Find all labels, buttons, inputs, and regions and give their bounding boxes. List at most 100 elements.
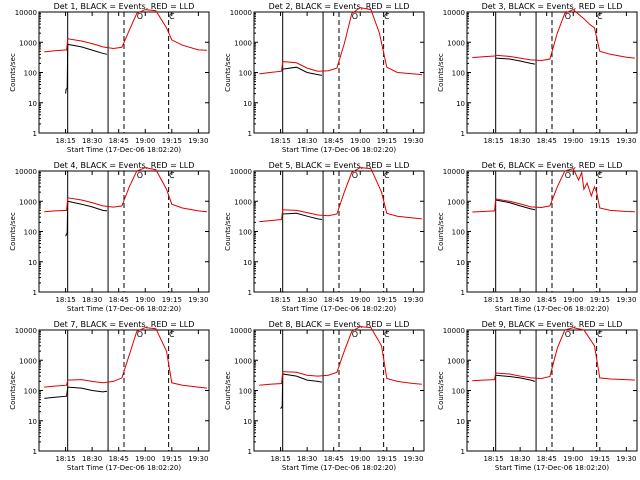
x-tick-label: 18:45: [109, 137, 129, 145]
panel-det-5: Det 5, BLACK = Events, RED = LLD Counts/s…: [224, 161, 425, 313]
series-events: [65, 200, 108, 237]
series-lld: [472, 168, 635, 213]
marker-c: C: [384, 12, 390, 21]
y-tick-label: 100: [24, 229, 37, 237]
marker-o: O: [352, 171, 358, 180]
y-tick-label: 10000: [443, 327, 465, 335]
y-tick-label: 1: [461, 289, 465, 297]
x-tick-label: 19:00: [350, 455, 370, 463]
marker-c: C: [384, 171, 390, 180]
x-tick-label: 19:15: [590, 296, 610, 304]
y-tick-label: 100: [452, 70, 465, 78]
x-tick-label: 18:15: [55, 296, 75, 304]
x-tick-label: 18:30: [297, 455, 317, 463]
marker-c: C: [597, 330, 603, 339]
y-tick-label: 10000: [443, 168, 465, 176]
x-tick-label: 19:00: [135, 455, 155, 463]
y-tick-label: 1: [461, 448, 465, 456]
x-tick-label: 19:15: [377, 137, 397, 145]
y-tick-label: 1000: [447, 198, 465, 206]
x-tick-label: 18:15: [483, 296, 503, 304]
y-tick-label: 1: [248, 448, 252, 456]
series-events: [65, 43, 108, 94]
y-axis-label: Counts/sec: [437, 53, 445, 92]
panel-det-9: Det 9, BLACK = Events, RED = LLD Counts/s…: [437, 320, 638, 472]
series-lld: [44, 327, 207, 389]
x-tick-label: 18:30: [510, 296, 530, 304]
panel-title: Det 1, BLACK = Events, RED = LLD: [54, 2, 195, 11]
y-tick-label: 10: [456, 418, 465, 426]
y-tick-label: 1: [33, 289, 37, 297]
x-tick-label: 19:30: [403, 455, 423, 463]
y-tick-label: 1000: [19, 357, 37, 365]
series-lld: [472, 327, 635, 382]
marker-c: C: [384, 330, 390, 339]
y-axis-label: Counts/sec: [224, 371, 232, 410]
y-tick-label: 10: [456, 259, 465, 267]
x-tick-label: 19:30: [403, 137, 423, 145]
x-tick-label: 18:45: [537, 455, 557, 463]
y-axis-label: Counts/sec: [9, 371, 17, 410]
panel-det-2: Det 2, BLACK = Events, RED = LLD Counts/s…: [224, 2, 425, 154]
x-tick-label: 18:30: [297, 137, 317, 145]
marker-c: C: [169, 330, 175, 339]
x-tick-label: 19:15: [162, 137, 182, 145]
marker-o: O: [137, 12, 143, 21]
x-tick-label: 18:15: [483, 455, 503, 463]
x-tick-label: 18:15: [270, 296, 290, 304]
series-lld: [472, 9, 635, 62]
y-axis-label: Counts/sec: [9, 53, 17, 92]
x-tick-label: 18:30: [297, 296, 317, 304]
x-axis-label: Start Time (17-Dec-06 18:02:20): [67, 305, 181, 313]
x-tick-label: 18:15: [270, 137, 290, 145]
y-tick-label: 100: [452, 388, 465, 396]
x-axis-label: Start Time (17-Dec-06 18:02:20): [495, 464, 609, 472]
y-tick-label: 10000: [230, 168, 252, 176]
marker-c: C: [169, 171, 175, 180]
panel-det-7: Det 7, BLACK = Events, RED = LLD Counts/s…: [9, 320, 210, 472]
x-tick-label: 19:15: [590, 455, 610, 463]
y-tick-label: 10000: [443, 9, 465, 17]
x-tick-label: 18:45: [537, 137, 557, 145]
y-tick-label: 100: [24, 70, 37, 78]
x-tick-label: 18:30: [82, 296, 102, 304]
x-tick-label: 19:30: [188, 455, 208, 463]
series-events: [282, 66, 323, 76]
y-tick-label: 1: [33, 130, 37, 138]
x-tick-label: 18:30: [82, 455, 102, 463]
x-tick-label: 19:00: [350, 296, 370, 304]
x-tick-label: 19:15: [590, 137, 610, 145]
y-tick-label: 1000: [234, 357, 252, 365]
y-tick-label: 1000: [19, 198, 37, 206]
y-tick-label: 10: [28, 100, 37, 108]
panel-title: Det 3, BLACK = Events, RED = LLD: [482, 2, 623, 11]
panel-title: Det 7, BLACK = Events, RED = LLD: [54, 320, 195, 329]
y-tick-label: 10: [28, 259, 37, 267]
panel-title: Det 6, BLACK = Events, RED = LLD: [482, 161, 623, 170]
x-tick-label: 18:45: [324, 455, 344, 463]
y-axis-label: Counts/sec: [224, 212, 232, 251]
marker-o: O: [352, 12, 358, 21]
x-axis-label: Start Time (17-Dec-06 18:02:20): [282, 146, 396, 154]
y-tick-label: 10: [456, 100, 465, 108]
panel-det-6: Det 6, BLACK = Events, RED = LLD Counts/s…: [437, 161, 638, 313]
panel-det-4: Det 4, BLACK = Events, RED = LLD Counts/s…: [9, 161, 210, 313]
x-tick-label: 18:30: [510, 455, 530, 463]
y-tick-label: 100: [239, 70, 252, 78]
panel-title: Det 8, BLACK = Events, RED = LLD: [269, 320, 410, 329]
series-lld: [44, 9, 207, 53]
series-events: [44, 386, 108, 399]
x-tick-label: 18:30: [510, 137, 530, 145]
x-tick-label: 19:15: [377, 455, 397, 463]
marker-o: O: [565, 171, 571, 180]
marker-o: O: [137, 330, 143, 339]
y-tick-label: 1000: [234, 39, 252, 47]
y-tick-label: 10: [243, 100, 252, 108]
series-lld: [259, 167, 422, 223]
panel-title: Det 5, BLACK = Events, RED = LLD: [269, 161, 410, 170]
marker-o: O: [565, 12, 571, 21]
x-tick-label: 19:00: [563, 137, 583, 145]
x-tick-label: 19:00: [350, 137, 370, 145]
panel-title: Det 2, BLACK = Events, RED = LLD: [269, 2, 410, 11]
